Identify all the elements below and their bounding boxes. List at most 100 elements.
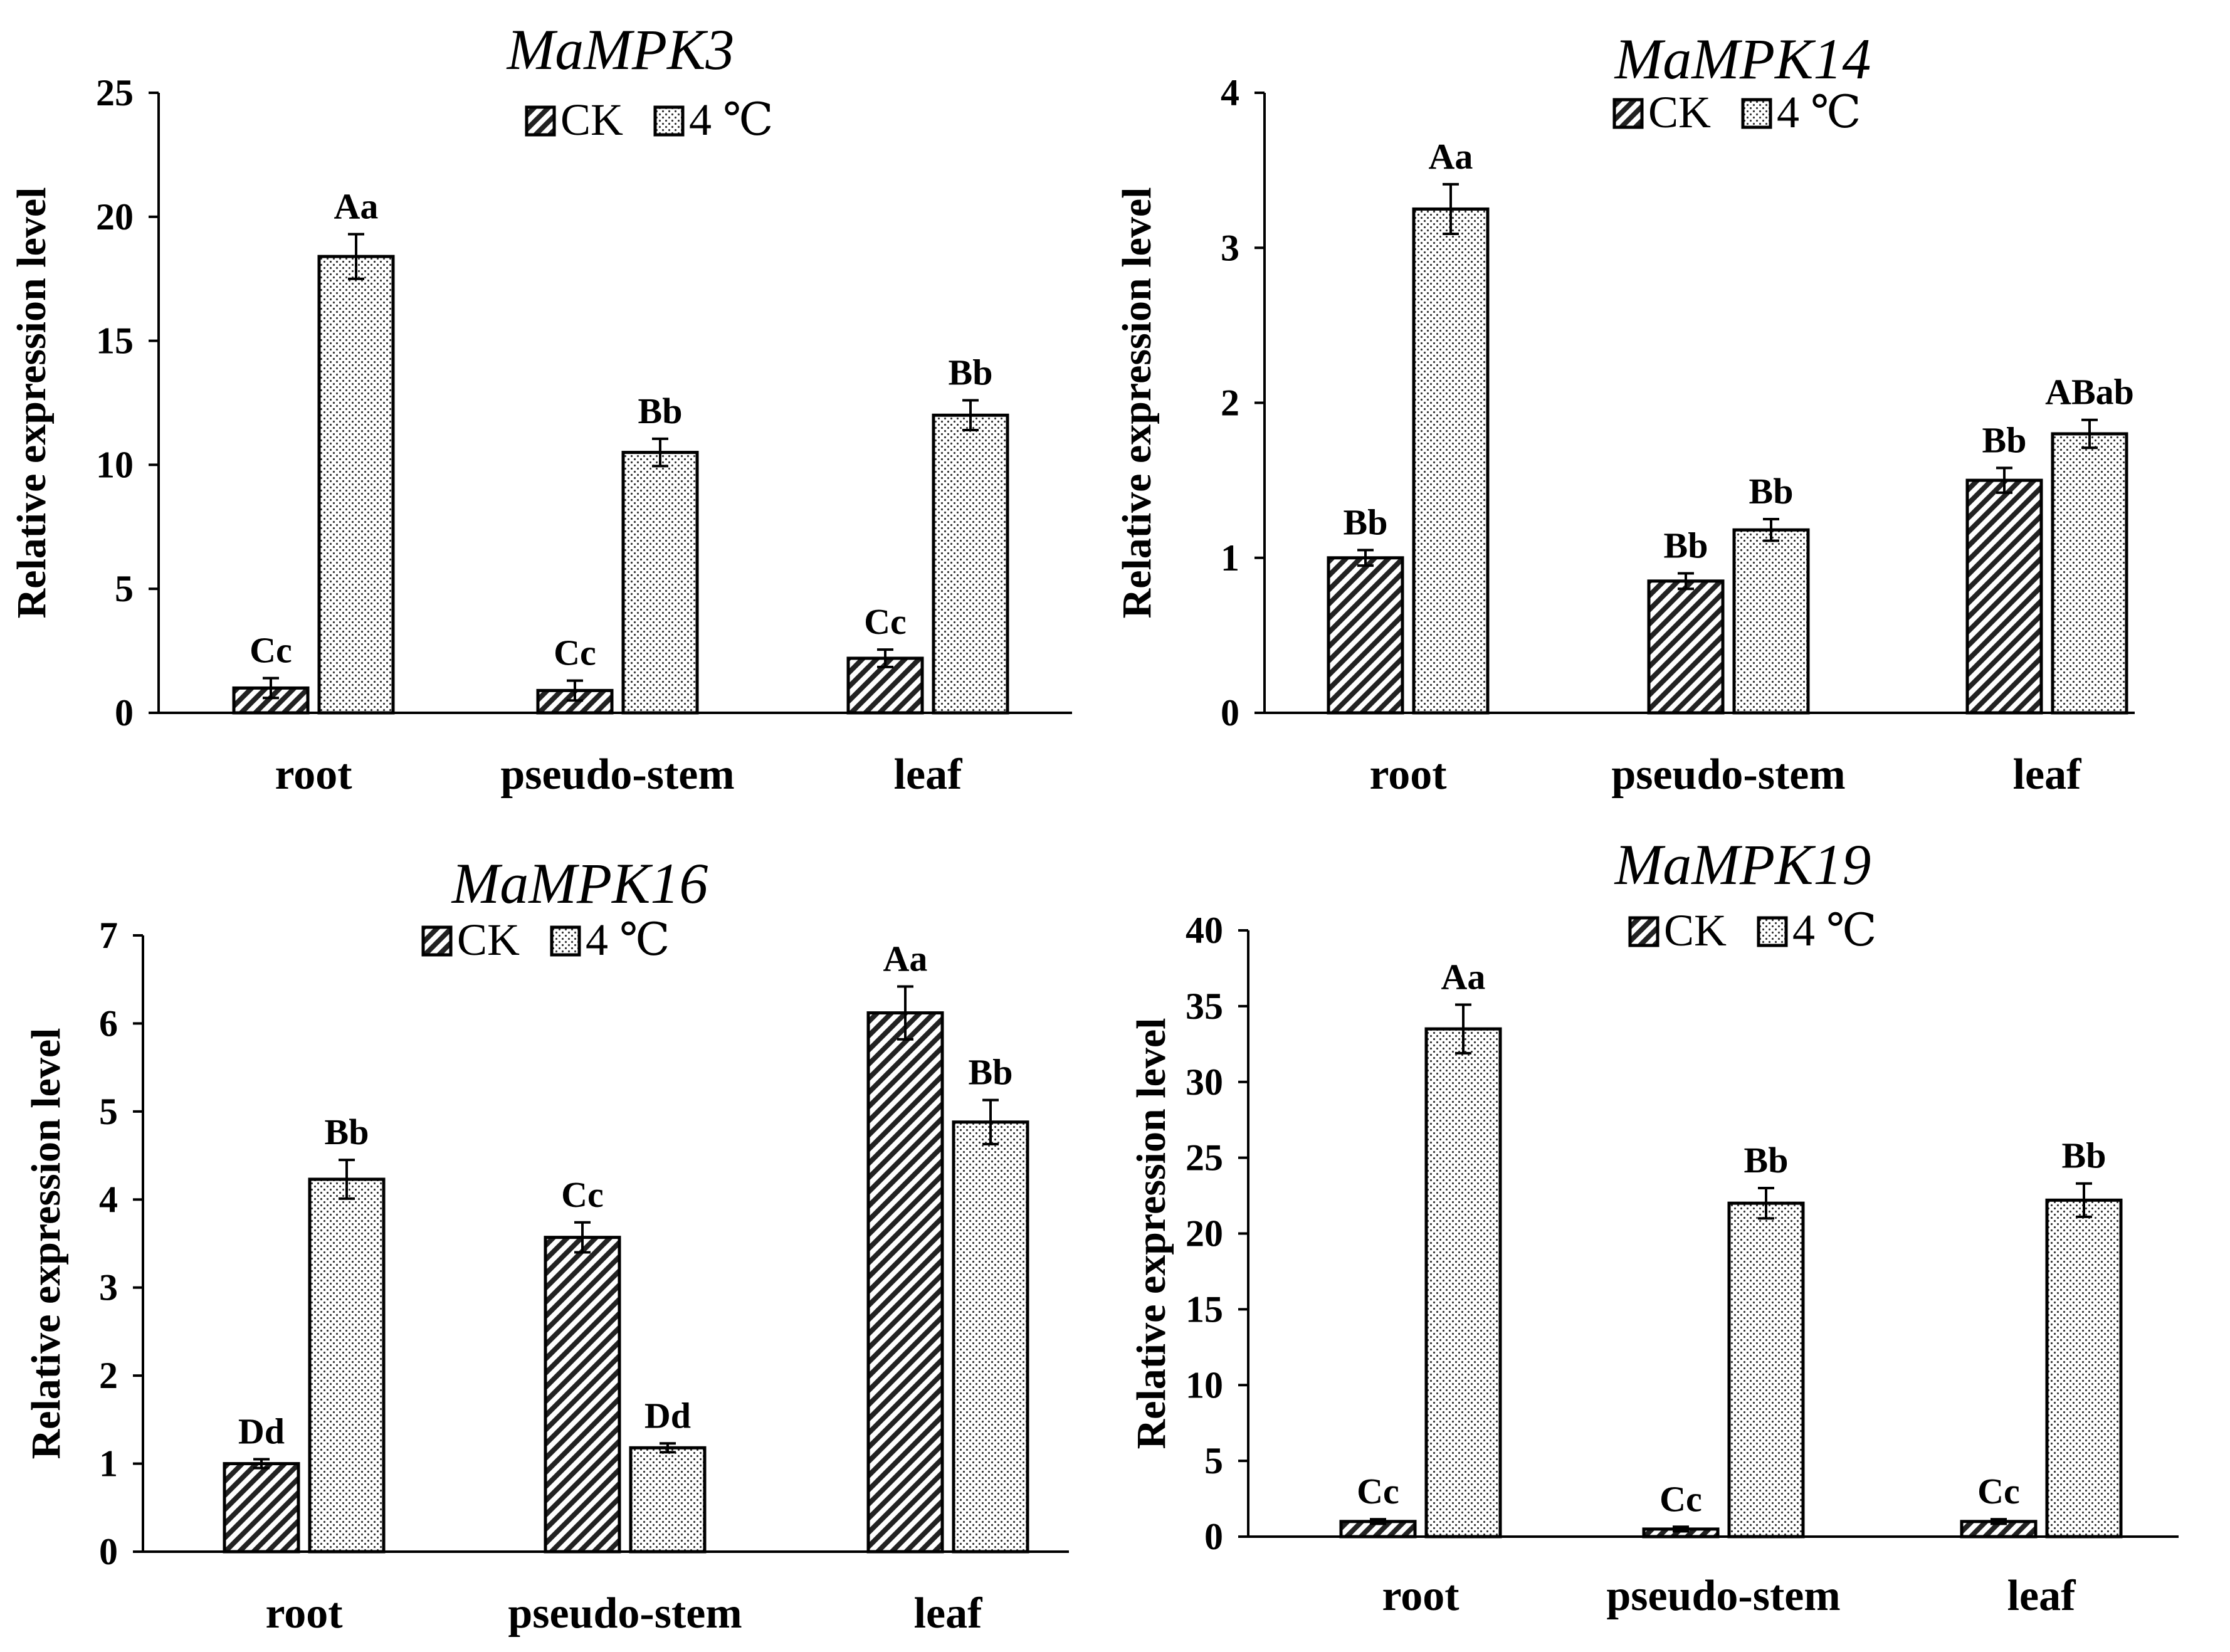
legend-label: 4 ℃ xyxy=(1792,905,1877,955)
y-tick-label: 2 xyxy=(99,1355,118,1396)
legend-label: 4 ℃ xyxy=(1777,87,1861,137)
bar-4c-pseudo-stem xyxy=(629,1446,707,1554)
category-label: pseudo-stem xyxy=(500,750,734,799)
significance-label: Bb xyxy=(969,1052,1013,1093)
bar-ck-pseudo-stem xyxy=(1647,579,1725,715)
bar-4c-root xyxy=(1424,1027,1502,1539)
bar-4c-root xyxy=(308,1177,386,1554)
y-axis-label: Relative expression level xyxy=(1114,187,1160,619)
category-label: leaf xyxy=(894,750,963,799)
legend: CK 4 ℃ xyxy=(1628,905,1877,955)
bar-4c-pseudo-stem xyxy=(1727,1201,1805,1539)
legend: CK 4 ℃ xyxy=(525,95,774,145)
chart-title: MaMPK3 xyxy=(506,18,735,82)
y-tick-label: 15 xyxy=(1186,1288,1223,1330)
significance-label: Bb xyxy=(949,352,993,393)
y-tick-label: 6 xyxy=(99,1002,118,1044)
y-tick-label: 20 xyxy=(96,196,134,238)
y-axis-label: Relative expression level xyxy=(23,1028,69,1460)
category-label: root xyxy=(1369,750,1446,799)
y-tick-label: 5 xyxy=(115,568,134,609)
significance-label: Bb xyxy=(2062,1135,2106,1176)
y-tick-label: 4 xyxy=(1221,72,1239,113)
y-tick-label: 15 xyxy=(96,320,134,362)
legend-label: 4 ℃ xyxy=(586,915,670,965)
significance-label: Cc xyxy=(1659,1478,1702,1519)
y-tick-label: 20 xyxy=(1186,1213,1223,1255)
legend-swatch-ck xyxy=(1612,98,1644,129)
significance-label: Bb xyxy=(638,391,683,431)
bar-4c-leaf xyxy=(932,413,1009,715)
significance-label: Dd xyxy=(644,1395,691,1436)
y-tick-label: 35 xyxy=(1186,986,1223,1027)
legend-swatch-ck xyxy=(421,925,453,957)
significance-label: Dd xyxy=(238,1411,285,1452)
significance-label: Aa xyxy=(334,186,379,226)
bar-4c-pseudo-stem xyxy=(621,451,699,715)
significance-label: Cc xyxy=(1357,1471,1399,1512)
chart-panel-mampk3: MaMPK3 Relative expression level 0 5 10 15 20 2… xyxy=(9,18,1072,799)
category-label: pseudo-stem xyxy=(508,1589,742,1638)
category-label: leaf xyxy=(914,1589,983,1638)
y-tick-label: 3 xyxy=(99,1267,118,1308)
legend: CK 4 ℃ xyxy=(421,915,670,965)
significance-label: Cc xyxy=(554,633,596,673)
chart-panel-mampk16: MaMPK16 Relative expression level 0 1 2 3 4 5 6 7… xyxy=(23,851,1069,1638)
y-tick-label: 1 xyxy=(99,1443,118,1485)
bar-4c-leaf xyxy=(2045,1198,2123,1539)
category-label: root xyxy=(265,1589,342,1638)
y-tick-label: 2 xyxy=(1221,382,1239,424)
bar-4c-root xyxy=(317,255,395,715)
bar-ck-root xyxy=(223,1462,300,1554)
legend: CK 4 ℃ xyxy=(1612,87,1861,137)
category-label: root xyxy=(1382,1572,1459,1620)
chart-panel-mampk14: MaMPK14 Relative expression level 0 1 2 3 4 Bb A… xyxy=(1114,27,2135,799)
significance-label: Cc xyxy=(1977,1471,2020,1512)
y-tick-label: 3 xyxy=(1221,227,1239,268)
chart-title: MaMPK19 xyxy=(1614,833,1871,897)
legend-label: CK xyxy=(560,95,623,145)
significance-label: Bb xyxy=(1664,525,1708,566)
y-tick-label: 25 xyxy=(96,72,134,113)
bar-ck-root xyxy=(1327,556,1404,715)
y-tick-label: 4 xyxy=(99,1179,118,1220)
chart-title: MaMPK16 xyxy=(451,851,708,915)
y-axis-label: Relative expression level xyxy=(1128,1018,1174,1449)
y-tick-label: 40 xyxy=(1186,910,1223,951)
y-tick-label: 0 xyxy=(99,1531,118,1572)
legend-swatch-4c xyxy=(1757,916,1788,947)
bar-ck-leaf xyxy=(1965,478,2043,715)
y-tick-label: 30 xyxy=(1186,1061,1223,1103)
y-tick-label: 5 xyxy=(99,1091,118,1132)
significance-label: Cc xyxy=(561,1174,604,1215)
category-label: leaf xyxy=(2013,750,2082,799)
significance-label: Aa xyxy=(1441,956,1486,997)
legend-label: 4 ℃ xyxy=(689,95,774,145)
category-label: root xyxy=(275,750,352,799)
chart-title: MaMPK14 xyxy=(1614,27,1871,91)
significance-label: Bb xyxy=(1982,419,2027,460)
significance-label: Bb xyxy=(1344,502,1388,542)
significance-label: Bb xyxy=(1744,1140,1789,1181)
y-tick-label: 1 xyxy=(1221,537,1239,579)
legend-label: CK xyxy=(1664,905,1727,955)
legend-label: CK xyxy=(1648,87,1711,137)
y-axis-label: Relative expression level xyxy=(9,187,55,619)
bar-4c-leaf xyxy=(2051,432,2128,715)
y-tick-label: 7 xyxy=(99,915,118,956)
bar-4c-pseudo-stem xyxy=(1732,528,1810,715)
category-label: pseudo-stem xyxy=(1606,1572,1840,1620)
bar-4c-leaf xyxy=(952,1120,1029,1554)
significance-label: Aa xyxy=(1429,136,1473,177)
significance-label: ABab xyxy=(2045,372,2134,413)
significance-label: Bb xyxy=(325,1112,369,1152)
chart-panel-mampk19: MaMPK19 Relative expression level 0 5 10 15 20… xyxy=(1128,833,2179,1620)
y-tick-label: 5 xyxy=(1204,1440,1223,1481)
y-tick-label: 10 xyxy=(1186,1364,1223,1406)
category-label: leaf xyxy=(2007,1572,2076,1620)
y-tick-label: 25 xyxy=(1186,1137,1223,1179)
y-tick-label: 0 xyxy=(115,692,134,734)
significance-label: Bb xyxy=(1749,471,1794,512)
legend-swatch-ck xyxy=(525,105,556,137)
